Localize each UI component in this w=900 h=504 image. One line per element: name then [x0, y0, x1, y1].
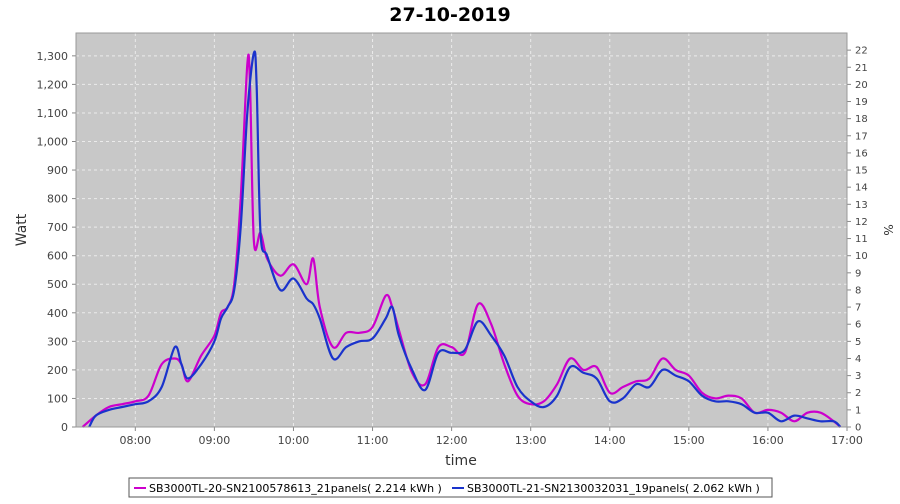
- y2-tick-label: 19: [855, 97, 868, 108]
- x-tick-label: 17:00: [831, 434, 863, 447]
- x-axis-label: time: [445, 453, 477, 469]
- legend: SB3000TL-20-SN2100578613_21panels( 2.214…: [128, 477, 773, 498]
- grid-lines: [76, 33, 848, 428]
- x-tick-label: 13:00: [515, 434, 547, 447]
- y-tick-label: 0: [61, 421, 68, 434]
- y2-tick-label: 20: [855, 80, 868, 91]
- plot-border: [75, 32, 848, 428]
- y2-tick-label: 11: [855, 234, 868, 245]
- x-tick-label: 14:00: [594, 434, 626, 447]
- legend-label-1: SB3000TL-20-SN2100578613_21panels( 2.214…: [149, 482, 442, 495]
- y2-tick-label: 18: [855, 114, 868, 125]
- y2-tick-label: 8: [855, 285, 861, 296]
- y2-tick-label: 0: [855, 423, 861, 434]
- plot-area: [76, 33, 847, 427]
- y2-tick-label: 9: [855, 268, 861, 279]
- y2-tick-label: 15: [855, 166, 868, 177]
- y-axis-label: Watt: [14, 213, 30, 246]
- y2-tick-label: 5: [855, 337, 861, 348]
- x-tick-label: 15:00: [673, 434, 705, 447]
- y2-axis-label: %: [881, 224, 895, 235]
- x-tick-label: 16:00: [752, 434, 784, 447]
- y-tick-label: 300: [47, 335, 68, 348]
- x-tick-label: 12:00: [436, 434, 468, 447]
- y2-tick-label: 13: [855, 200, 868, 211]
- y2-tick-label: 6: [855, 320, 861, 331]
- x-tick-label: 11:00: [357, 434, 389, 447]
- y2-tick-label: 10: [855, 251, 868, 262]
- y2-tick-label: 12: [855, 217, 868, 228]
- y-tick-label: 100: [47, 392, 68, 405]
- series-lines: [81, 50, 842, 428]
- y2-tick-label: 4: [855, 354, 861, 365]
- legend-label-2: SB3000TL-21-SN2130032031_19panels( 2.062…: [467, 482, 760, 495]
- y2-tick-label: 22: [855, 46, 868, 57]
- y-tick-label: 800: [47, 193, 68, 206]
- x-tick-label: 10:00: [278, 434, 310, 447]
- y-tick-label: 400: [47, 307, 68, 320]
- y2-tick-label: 17: [855, 131, 868, 142]
- y-tick-label: 900: [47, 164, 68, 177]
- y2-tick-label: 3: [855, 371, 861, 382]
- x-tick-label: 08:00: [119, 434, 151, 447]
- y-tick-label: 600: [47, 250, 68, 263]
- chart-title: 27-10-2019: [389, 4, 511, 26]
- y2-tick-label: 14: [855, 183, 868, 194]
- y-tick-label: 1,000: [37, 135, 69, 148]
- y-axis-ticks: 0 100 200 300 400 500 600 700 800 900 1,000 1,100 1,…: [37, 50, 76, 434]
- y-tick-label: 1,300: [37, 50, 69, 63]
- y2-tick-label: 16: [855, 148, 868, 159]
- y2-tick-label: 21: [855, 63, 868, 74]
- x-axis-ticks: 08:00 09:00 10:00 11:00 12:00 13:00 14:00 15:00…: [119, 427, 863, 447]
- x-tick-label: 09:00: [199, 434, 231, 447]
- legend-box: [128, 477, 773, 498]
- y2-tick-label: 1: [855, 405, 861, 416]
- y-tick-label: 700: [47, 221, 68, 234]
- y2-tick-label: 2: [855, 388, 861, 399]
- series-line-2: [88, 50, 842, 428]
- y-tick-label: 200: [47, 364, 68, 377]
- y-tick-label: 500: [47, 278, 68, 291]
- y2-tick-label: 7: [855, 303, 861, 314]
- y-tick-label: 1,200: [37, 78, 69, 91]
- y-tick-label: 1,100: [37, 107, 69, 120]
